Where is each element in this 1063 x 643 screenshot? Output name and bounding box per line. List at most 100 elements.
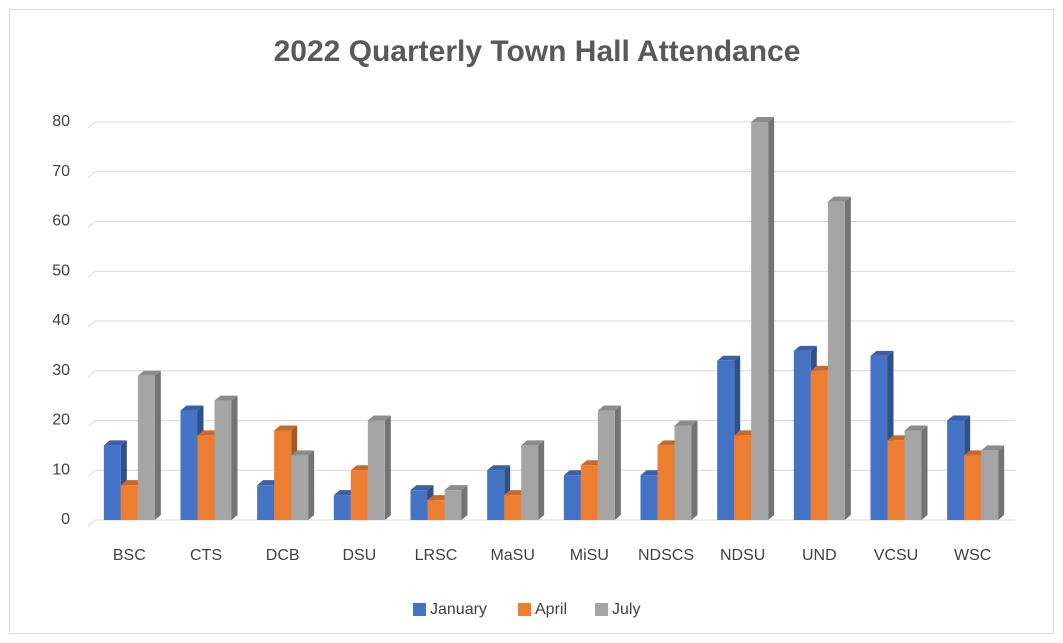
legend-swatch bbox=[413, 603, 426, 616]
grid-line-depth bbox=[87, 370, 96, 378]
bar-side bbox=[231, 395, 238, 520]
x-tick-label: VCSU bbox=[874, 547, 918, 564]
x-tick-label: CTS bbox=[190, 547, 222, 564]
bar bbox=[444, 490, 462, 520]
y-tick-label: 30 bbox=[52, 362, 70, 379]
bar bbox=[887, 440, 905, 520]
bar bbox=[137, 375, 155, 520]
legend-swatch bbox=[595, 603, 608, 616]
bar-top bbox=[521, 440, 545, 446]
bar-side bbox=[614, 405, 621, 520]
bar bbox=[274, 430, 292, 520]
bar-top bbox=[180, 405, 204, 411]
bar-top bbox=[674, 420, 698, 426]
bar bbox=[563, 475, 581, 520]
bar bbox=[350, 470, 368, 520]
bar-top bbox=[717, 355, 741, 361]
legend-swatch bbox=[518, 603, 531, 616]
bar bbox=[964, 455, 982, 520]
bar-side bbox=[844, 196, 851, 520]
bar bbox=[717, 360, 735, 520]
x-tick-label: LRSC bbox=[415, 547, 458, 564]
bar-side bbox=[691, 420, 698, 520]
bar bbox=[291, 455, 309, 520]
bar bbox=[214, 400, 232, 520]
legend-label: July bbox=[612, 601, 640, 618]
y-tick-label: 40 bbox=[52, 312, 70, 329]
bar-top bbox=[103, 440, 127, 446]
bar-side bbox=[154, 370, 161, 520]
bar bbox=[870, 355, 888, 520]
bar-top bbox=[827, 196, 851, 202]
bar bbox=[120, 485, 138, 520]
bar bbox=[257, 485, 275, 520]
grid-line-depth bbox=[87, 221, 96, 228]
x-tick-label: DSU bbox=[342, 547, 376, 564]
bar bbox=[793, 350, 811, 520]
y-tick-label: 10 bbox=[52, 461, 70, 478]
bar bbox=[487, 470, 505, 520]
y-tick-label: 80 bbox=[52, 113, 70, 130]
bar bbox=[333, 495, 351, 520]
bar bbox=[597, 410, 615, 520]
bar bbox=[504, 495, 522, 520]
bar bbox=[180, 410, 198, 520]
bar bbox=[947, 420, 965, 520]
bar-top bbox=[904, 425, 928, 431]
x-tick-label: DCB bbox=[266, 547, 300, 564]
x-tick-label: MaSU bbox=[490, 547, 534, 564]
legend-label: April bbox=[535, 601, 567, 618]
x-tick-label: WSC bbox=[954, 547, 991, 564]
grid-line-depth bbox=[87, 320, 96, 328]
bar-top bbox=[870, 350, 894, 356]
bar bbox=[197, 435, 215, 520]
bar bbox=[734, 435, 752, 520]
bar bbox=[580, 465, 598, 520]
grid-line-depth bbox=[87, 420, 96, 427]
bar bbox=[674, 425, 692, 520]
bar bbox=[410, 490, 428, 520]
bar-side bbox=[308, 450, 315, 520]
bar-side bbox=[998, 445, 1005, 520]
bar-top bbox=[947, 415, 971, 421]
bar bbox=[904, 430, 922, 520]
bar-side bbox=[538, 440, 545, 520]
bar bbox=[810, 370, 828, 520]
bar-top bbox=[487, 465, 511, 471]
bar-top bbox=[751, 117, 775, 122]
bar-top bbox=[981, 445, 1005, 451]
bar-side bbox=[768, 117, 775, 520]
chart-title: 2022 Quarterly Town Hall Attendance bbox=[274, 35, 801, 68]
bar-top bbox=[793, 345, 817, 351]
grid-line-depth bbox=[87, 519, 96, 527]
bar-top bbox=[367, 415, 391, 421]
bar-top bbox=[410, 485, 434, 491]
y-tick-label: 20 bbox=[52, 412, 70, 429]
y-tick-label: 0 bbox=[61, 511, 70, 528]
bar-side bbox=[461, 485, 468, 520]
grid-line-depth bbox=[87, 270, 96, 278]
bar bbox=[367, 420, 385, 520]
bar bbox=[521, 445, 539, 520]
x-tick-label: UND bbox=[802, 547, 837, 564]
bar bbox=[981, 450, 999, 520]
bar-top bbox=[214, 395, 238, 401]
legend-label: January bbox=[430, 601, 487, 618]
bar bbox=[827, 201, 845, 520]
grid-line-depth bbox=[87, 469, 96, 477]
x-tick-label: NDSCS bbox=[638, 547, 694, 564]
grid-line-depth bbox=[87, 121, 96, 129]
bar-side bbox=[921, 425, 928, 520]
bar-top bbox=[291, 450, 315, 456]
x-tick-label: BSC bbox=[113, 547, 146, 564]
y-tick-label: 60 bbox=[52, 213, 70, 230]
y-tick-label: 50 bbox=[52, 262, 70, 279]
bar-side bbox=[384, 415, 391, 520]
bar bbox=[640, 475, 658, 520]
grid-line-depth bbox=[87, 171, 96, 179]
bar-top bbox=[137, 370, 161, 376]
bar bbox=[657, 445, 675, 520]
bar-top bbox=[444, 485, 468, 491]
bar bbox=[103, 445, 121, 520]
